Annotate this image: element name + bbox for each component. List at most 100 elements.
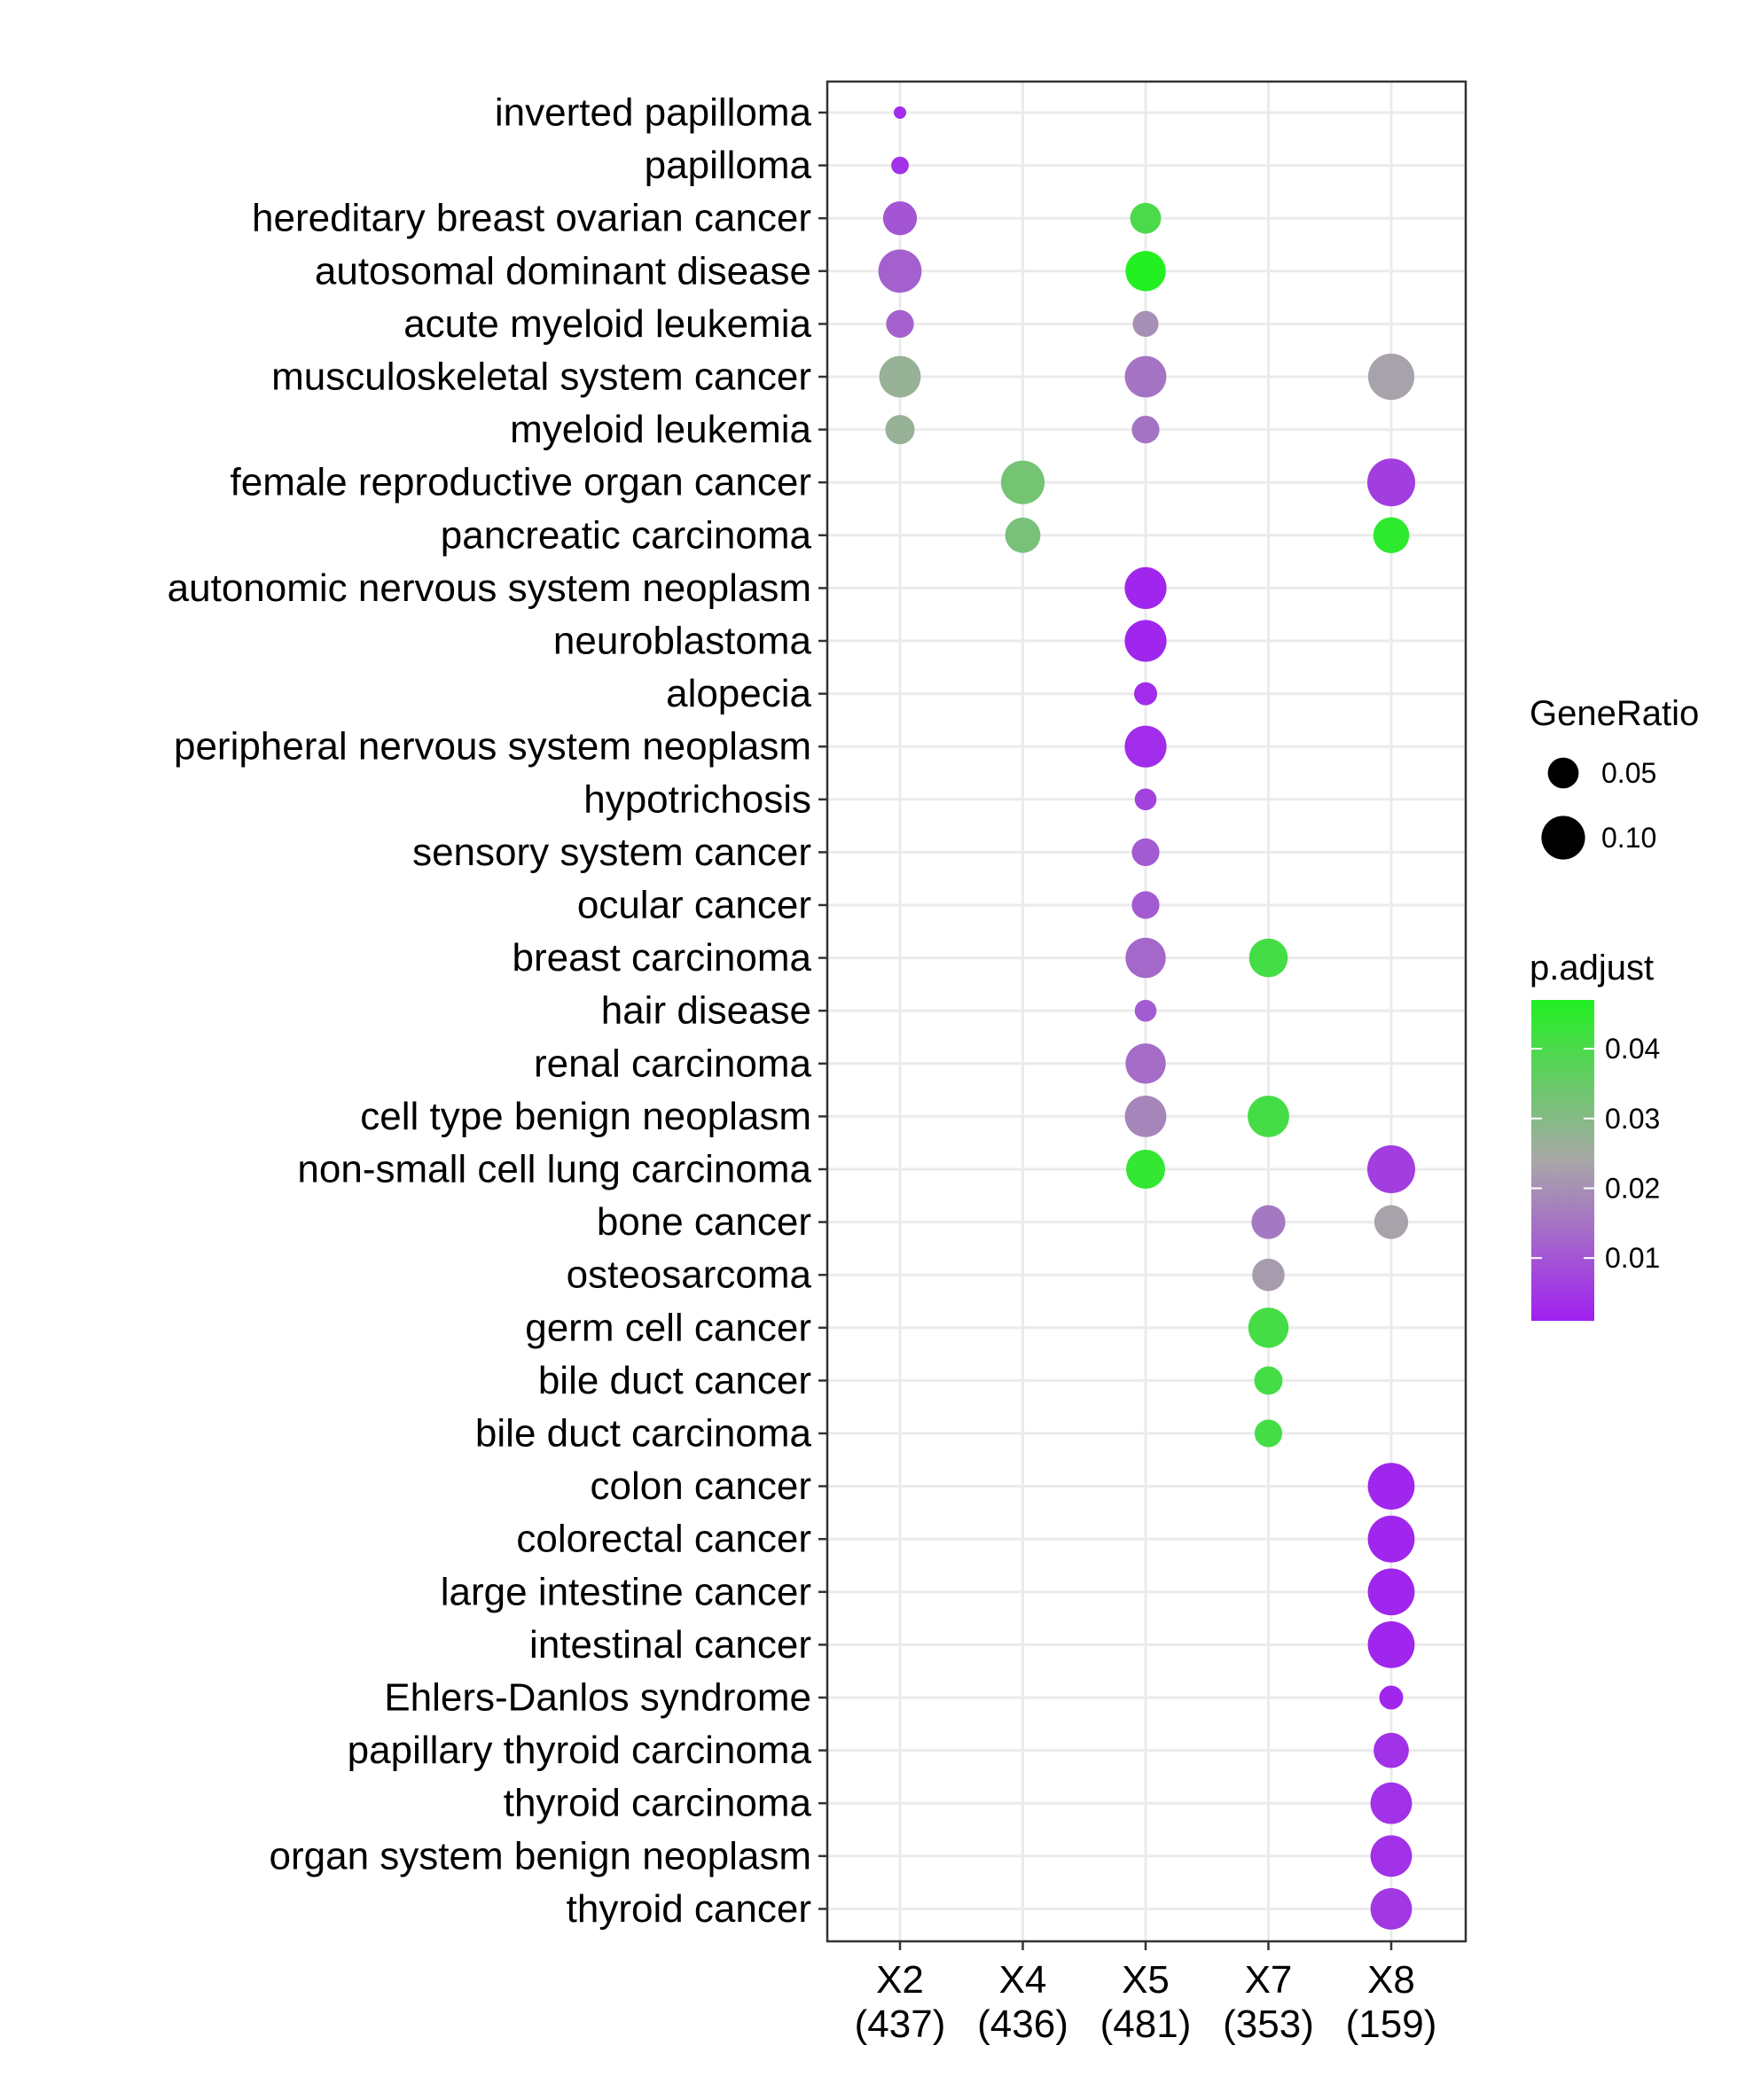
y-tick-label: acute myeloid leukemia	[403, 302, 811, 346]
y-tick-label: osteosarcoma	[567, 1253, 812, 1297]
y-tick-label: papilloma	[645, 144, 812, 187]
padjust-legend: p.adjust 0.01 0.02 0.03 0.04	[1530, 949, 1660, 1321]
data-point	[1126, 1150, 1165, 1189]
data-point	[1370, 1835, 1413, 1878]
data-point	[1252, 1258, 1285, 1292]
data-point	[1124, 566, 1167, 610]
y-tick-label: alopecia	[666, 672, 811, 715]
data-point	[1248, 1096, 1289, 1137]
x-tick-label: X2 (437)	[855, 1958, 946, 2046]
data-point	[1251, 1205, 1286, 1239]
y-tick-label: colorectal cancer	[516, 1518, 811, 1561]
y-tick-label: bone cancer	[597, 1200, 811, 1244]
data-point	[885, 415, 915, 445]
data-point	[1124, 725, 1167, 768]
y-tick-label: organ system benign neoplasm	[270, 1834, 811, 1878]
y-tick-label: hereditary breast ovarian cancer	[252, 197, 811, 240]
y-tick-label: thyroid carcinoma	[504, 1782, 812, 1825]
data-point	[1005, 517, 1041, 553]
data-point	[882, 201, 918, 236]
data-point	[1131, 891, 1160, 919]
data-point	[1124, 355, 1167, 398]
data-point	[1134, 682, 1157, 706]
y-tick-label: bile duct cancer	[538, 1359, 811, 1402]
y-tick-label: renal carcinoma	[534, 1042, 812, 1085]
color-legend-bar	[1531, 1000, 1594, 1321]
color-legend-label: 0.01	[1605, 1242, 1660, 1274]
data-point	[1134, 788, 1157, 811]
y-tick-label: autonomic nervous system neoplasm	[168, 566, 811, 610]
data-point	[1373, 1205, 1409, 1239]
y-tick-label: intestinal cancer	[529, 1623, 811, 1667]
y-tick-label: musculoskeletal system cancer	[271, 355, 811, 399]
y-tick-label: large intestine cancer	[441, 1570, 811, 1613]
data-point	[1370, 1888, 1413, 1930]
size-legend-key	[1547, 757, 1579, 789]
x-tick-label: X5 (481)	[1100, 1958, 1192, 2046]
y-tick-label: thyroid cancer	[567, 1887, 811, 1931]
y-tick-label: germ cell cancer	[525, 1306, 811, 1349]
color-legend-label: 0.03	[1605, 1103, 1660, 1135]
y-tick-label: autosomal dominant disease	[315, 249, 811, 293]
data-point	[878, 249, 922, 293]
y-tick-label: female reproductive organ cancer	[231, 461, 811, 504]
data-point	[891, 156, 909, 175]
dots-layer	[878, 106, 1415, 1930]
data-point	[1370, 1782, 1413, 1824]
data-point	[1367, 458, 1415, 507]
y-tick-label: hair disease	[601, 989, 811, 1033]
data-point	[1125, 251, 1166, 292]
data-point	[1134, 999, 1157, 1022]
y-axis: inverted papilloma papilloma hereditary br…	[168, 91, 827, 1931]
data-point	[1254, 1419, 1283, 1448]
data-point	[1248, 1308, 1289, 1348]
y-tick-label: breast carcinoma	[513, 936, 812, 980]
data-point	[879, 355, 921, 398]
x-tick-label: X4 (436)	[977, 1958, 1068, 2046]
data-point	[1367, 1145, 1415, 1193]
y-tick-label: inverted papilloma	[495, 91, 812, 135]
generatio-legend-title: GeneRatio	[1530, 694, 1699, 733]
generatio-legend: GeneRatio 0.05 0.10	[1530, 694, 1699, 860]
y-tick-label: ocular cancer	[577, 884, 811, 927]
x-tick-label: X8 (159)	[1346, 1958, 1437, 2046]
y-tick-label: hypotrichosis	[583, 777, 811, 821]
size-legend-label: 0.10	[1601, 822, 1656, 854]
data-point	[1379, 1685, 1404, 1710]
data-point	[1367, 1568, 1415, 1616]
data-point	[1000, 460, 1045, 504]
padjust-legend-title: p.adjust	[1530, 949, 1654, 988]
data-point	[1131, 416, 1160, 444]
data-point	[886, 309, 914, 338]
data-point	[1367, 353, 1415, 401]
data-point	[894, 106, 906, 119]
data-point	[1367, 1515, 1415, 1563]
y-tick-label: non-small cell lung carcinoma	[297, 1148, 811, 1191]
data-point	[1125, 937, 1166, 979]
y-tick-label: neuroblastoma	[553, 620, 812, 663]
data-point	[1132, 310, 1159, 337]
y-tick-label: colon cancer	[591, 1464, 811, 1508]
y-tick-label: pancreatic carcinoma	[441, 513, 812, 557]
data-point	[1124, 1096, 1167, 1137]
data-point	[1367, 1463, 1415, 1510]
y-tick-label: bile duct carcinoma	[475, 1412, 812, 1456]
data-point	[1130, 202, 1162, 234]
y-tick-label: Ehlers-Danlos syndrome	[384, 1676, 811, 1720]
y-tick-label: cell type benign neoplasm	[360, 1095, 811, 1138]
data-point	[1124, 620, 1167, 662]
data-point	[1248, 938, 1288, 978]
data-point	[1131, 838, 1160, 867]
data-point	[1373, 517, 1410, 554]
x-tick-label: X7 (353)	[1223, 1958, 1314, 2046]
color-legend-label: 0.02	[1605, 1172, 1660, 1204]
y-tick-label: myeloid leukemia	[510, 408, 811, 451]
color-legend-label: 0.04	[1605, 1033, 1660, 1065]
size-legend-label: 0.05	[1601, 757, 1656, 789]
y-tick-label: peripheral nervous system neoplasm	[174, 725, 811, 769]
data-point	[1373, 1732, 1409, 1768]
x-axis: X2 (437) X4 (436) X5 (481) X7 (353) X8 (159)	[855, 1941, 1437, 2046]
size-legend-key	[1541, 816, 1585, 860]
